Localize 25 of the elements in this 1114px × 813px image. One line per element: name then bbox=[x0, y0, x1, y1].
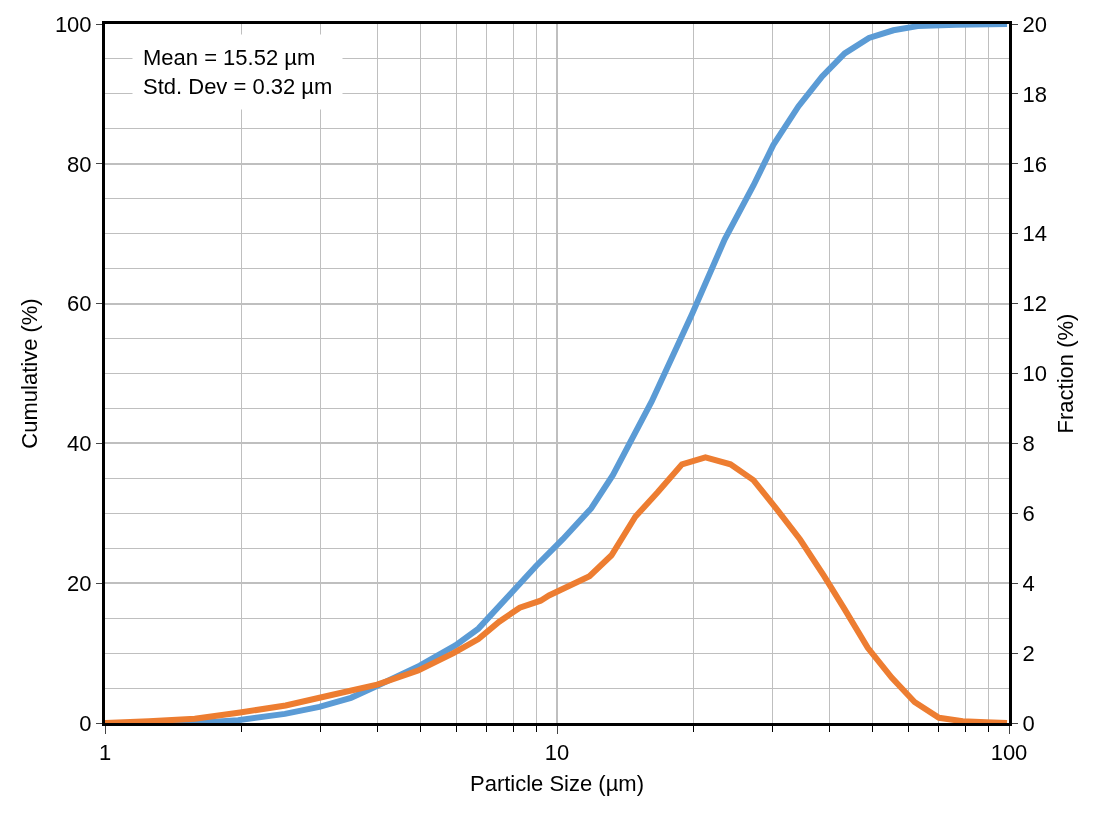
x-tick-label: 1 bbox=[98, 740, 112, 766]
y2-tick-label: 6 bbox=[1022, 501, 1035, 526]
annotation: Std. Dev = 0.32 µm bbox=[143, 73, 333, 99]
y-tick-label: 60 bbox=[67, 291, 92, 317]
y2-tick-label: 10 bbox=[1022, 361, 1047, 387]
y-tick-label: 0 bbox=[79, 710, 92, 736]
y2-tick-label: 14 bbox=[1022, 221, 1047, 247]
y2-tick-label: 12 bbox=[1022, 291, 1047, 317]
y-tick-label: 100 bbox=[54, 11, 92, 37]
y2-tick-label: 4 bbox=[1022, 570, 1035, 596]
y2-tick-label: 16 bbox=[1022, 151, 1047, 177]
y2-tick-label: 2 bbox=[1022, 640, 1035, 666]
y2-tick-label: 20 bbox=[1022, 11, 1047, 37]
y2-tick-label: 18 bbox=[1022, 81, 1047, 107]
y-tick-label: 80 bbox=[67, 151, 92, 177]
annotation: Mean = 15.52 µm bbox=[143, 45, 316, 70]
x-tick-label: 100 bbox=[990, 740, 1028, 766]
y-tick-label: 20 bbox=[67, 570, 92, 596]
x-axis-title: Particle Size (µm) bbox=[469, 771, 645, 797]
y-tick-label: 40 bbox=[67, 431, 92, 457]
x-tick-label: 10 bbox=[544, 740, 570, 766]
y2-tick-label: 8 bbox=[1022, 431, 1035, 457]
y-axis-title: Cumulative (%) bbox=[16, 298, 42, 449]
y2-tick-label: 0 bbox=[1022, 710, 1035, 736]
y2-axis-title: Fraction (%) bbox=[1052, 313, 1078, 434]
